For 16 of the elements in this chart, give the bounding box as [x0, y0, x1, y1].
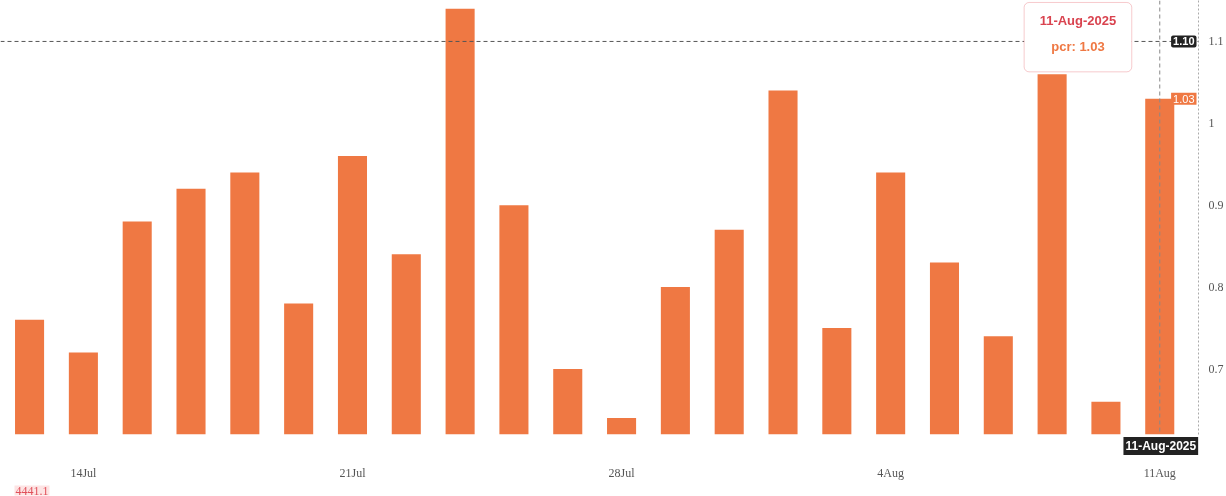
ref-line-label: 1.10 — [1173, 35, 1195, 48]
text: 4441.1 — [15, 483, 49, 496]
y-tick-label: 0.8 — [1208, 280, 1224, 295]
y-tick-label: 0.7 — [1208, 361, 1224, 376]
y-tick-label: 0.9 — [1208, 198, 1224, 213]
y-tick-label: 1 — [1208, 116, 1215, 131]
x-tick-label: 28Jul — [608, 465, 636, 480]
ref-line-label: 11-Aug-2025 — [1125, 439, 1197, 453]
annotation: pcr: 1.03 — [1051, 38, 1105, 54]
annotation: 11-Aug-2025 — [1039, 12, 1117, 28]
data-label: 1.03 — [1173, 92, 1195, 105]
x-tick-label: 14Jul — [70, 465, 98, 480]
y-tick-label: 1.1 — [1208, 34, 1224, 49]
x-tick-label: 4Aug — [877, 465, 904, 480]
x-tick-label: 11Aug — [1143, 465, 1176, 480]
x-tick-label: 21Jul — [339, 465, 367, 480]
